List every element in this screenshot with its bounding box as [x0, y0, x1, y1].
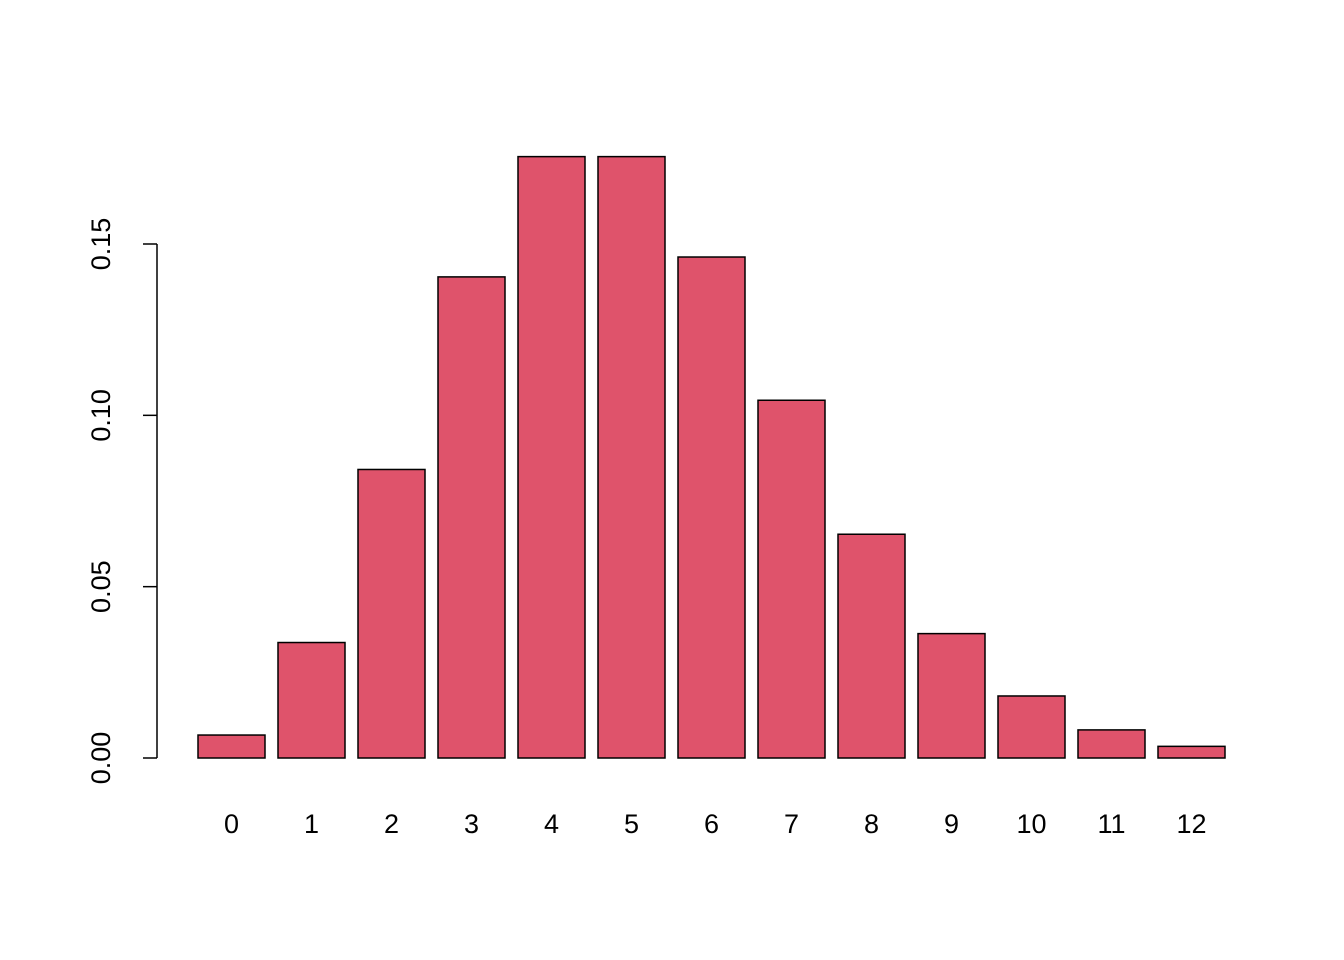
bar-11 [1077, 729, 1146, 759]
bar-1 [277, 641, 346, 759]
bar-5 [597, 155, 666, 759]
x-tick-label: 1 [304, 809, 319, 839]
bars [197, 155, 1226, 759]
x-tick-label: 5 [624, 809, 639, 839]
bar-4 [517, 155, 586, 759]
x-tick-label: 12 [1176, 809, 1206, 839]
x-tick-label: 8 [864, 809, 879, 839]
x-tick-label: 10 [1016, 809, 1046, 839]
y-tick-label: 0.15 [86, 218, 116, 271]
y-axis: 0.00 0.05 0.10 0.15 [86, 218, 158, 785]
bar-3 [437, 276, 506, 759]
x-tick-label: 2 [384, 809, 399, 839]
x-tick-label: 6 [704, 809, 719, 839]
bar-2 [357, 468, 426, 759]
y-tick-label: 0.00 [86, 732, 116, 785]
bar-10 [997, 695, 1066, 759]
y-tick-label: 0.05 [86, 560, 116, 613]
bar-9 [917, 632, 986, 759]
x-tick-labels: 0 1 2 3 4 5 6 7 8 9 10 11 12 [224, 809, 1207, 839]
x-tick-label: 3 [464, 809, 479, 839]
y-tick-label: 0.10 [86, 389, 116, 442]
bar-7 [757, 399, 826, 759]
x-tick-label: 9 [944, 809, 959, 839]
bar-6 [677, 256, 746, 759]
bar-8 [837, 533, 906, 759]
x-tick-label: 7 [784, 809, 799, 839]
bar-0 [197, 734, 266, 759]
x-tick-label: 0 [224, 809, 239, 839]
x-tick-label: 4 [544, 809, 559, 839]
bar-12 [1157, 745, 1226, 759]
x-tick-label: 11 [1097, 809, 1125, 839]
